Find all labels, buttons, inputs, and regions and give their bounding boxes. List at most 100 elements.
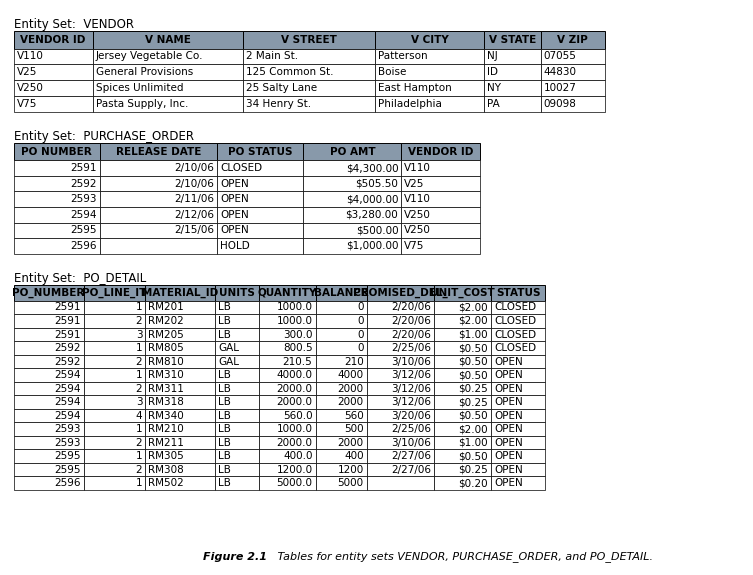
Bar — [434, 423, 491, 436]
Text: LB: LB — [218, 411, 231, 420]
Bar — [484, 64, 541, 80]
Bar — [100, 207, 217, 223]
Text: NY: NY — [487, 83, 501, 93]
Bar — [215, 450, 259, 463]
Text: 2/20/06: 2/20/06 — [392, 316, 431, 326]
Text: 34 Henry St.: 34 Henry St. — [246, 99, 311, 109]
Text: UNITS: UNITS — [219, 288, 255, 298]
Text: 09098: 09098 — [544, 99, 577, 109]
Bar — [491, 285, 545, 301]
Bar — [84, 301, 145, 315]
Bar — [316, 450, 367, 463]
Text: V75: V75 — [404, 241, 425, 251]
Text: 44830: 44830 — [544, 67, 577, 77]
Text: PA: PA — [487, 99, 500, 109]
Text: $0.50: $0.50 — [459, 451, 488, 461]
Text: 10027: 10027 — [544, 83, 577, 93]
Bar — [145, 423, 215, 436]
Text: V NAME: V NAME — [145, 35, 191, 45]
Bar — [491, 396, 545, 409]
Bar — [491, 369, 545, 382]
Bar — [375, 31, 484, 48]
Text: 2595: 2595 — [71, 225, 97, 235]
Bar — [145, 436, 215, 450]
Bar — [303, 223, 401, 238]
Text: $1.00: $1.00 — [459, 438, 488, 447]
Text: 1000.0: 1000.0 — [276, 316, 312, 326]
Text: 3: 3 — [136, 397, 142, 407]
Bar — [84, 409, 145, 423]
Bar — [84, 450, 145, 463]
Text: 1200.0: 1200.0 — [276, 465, 312, 474]
Text: RM305: RM305 — [148, 451, 184, 461]
Text: OPEN: OPEN — [494, 424, 523, 434]
Text: 2594: 2594 — [54, 370, 81, 380]
Bar — [259, 355, 316, 369]
Bar — [541, 31, 605, 48]
Text: 2/25/06: 2/25/06 — [392, 424, 431, 434]
Bar — [215, 477, 259, 490]
Text: OPEN: OPEN — [494, 370, 523, 380]
Text: 2595: 2595 — [54, 465, 81, 474]
Bar — [14, 328, 84, 342]
Bar — [484, 31, 541, 48]
Text: 1000.0: 1000.0 — [276, 302, 312, 312]
Text: RM310: RM310 — [148, 370, 184, 380]
Text: 5000.0: 5000.0 — [276, 478, 312, 488]
Text: OPEN: OPEN — [494, 465, 523, 474]
Bar — [434, 463, 491, 477]
Text: 210: 210 — [344, 356, 364, 366]
Bar — [316, 315, 367, 328]
Bar — [434, 315, 491, 328]
Bar — [434, 301, 491, 315]
Text: RM340: RM340 — [148, 411, 184, 420]
Bar — [375, 64, 484, 80]
Bar — [434, 342, 491, 355]
Bar — [367, 342, 434, 355]
Text: 2594: 2594 — [54, 397, 81, 407]
Text: 2/27/06: 2/27/06 — [392, 465, 431, 474]
Bar — [316, 423, 367, 436]
Bar — [145, 409, 215, 423]
Text: NJ: NJ — [487, 52, 498, 62]
Bar — [93, 80, 243, 96]
Text: $1.00: $1.00 — [459, 329, 488, 339]
Bar — [14, 463, 84, 477]
Bar — [303, 143, 401, 160]
Text: OPEN: OPEN — [220, 179, 248, 189]
Text: $3,280.00: $3,280.00 — [346, 210, 398, 220]
Bar — [316, 301, 367, 315]
Text: LB: LB — [218, 370, 231, 380]
Text: CLOSED: CLOSED — [494, 343, 536, 353]
Bar — [541, 64, 605, 80]
Text: 2000.0: 2000.0 — [276, 384, 312, 393]
Bar — [217, 207, 303, 223]
Bar — [491, 301, 545, 315]
Bar — [14, 31, 93, 48]
Text: V75: V75 — [17, 99, 37, 109]
Bar — [259, 396, 316, 409]
Text: V25: V25 — [17, 67, 37, 77]
Text: CLOSED: CLOSED — [494, 302, 536, 312]
Text: 0: 0 — [357, 329, 364, 339]
Bar — [145, 285, 215, 301]
Text: 3: 3 — [136, 329, 142, 339]
Bar — [84, 463, 145, 477]
Bar — [14, 477, 84, 490]
Bar — [367, 382, 434, 396]
Bar — [93, 31, 243, 48]
Text: 560.0: 560.0 — [283, 411, 312, 420]
Text: PO NUMBER: PO NUMBER — [22, 147, 92, 156]
Text: 3/12/06: 3/12/06 — [392, 384, 431, 393]
Bar — [303, 176, 401, 191]
Text: OPEN: OPEN — [494, 451, 523, 461]
Text: 2591: 2591 — [54, 302, 81, 312]
Text: V110: V110 — [404, 163, 431, 173]
Text: 2593: 2593 — [71, 194, 97, 204]
Text: 2/27/06: 2/27/06 — [392, 451, 431, 461]
Text: LB: LB — [218, 438, 231, 447]
Bar — [145, 450, 215, 463]
Text: 2000: 2000 — [337, 438, 364, 447]
Text: RELEASE DATE: RELEASE DATE — [116, 147, 201, 156]
Bar — [401, 207, 480, 223]
